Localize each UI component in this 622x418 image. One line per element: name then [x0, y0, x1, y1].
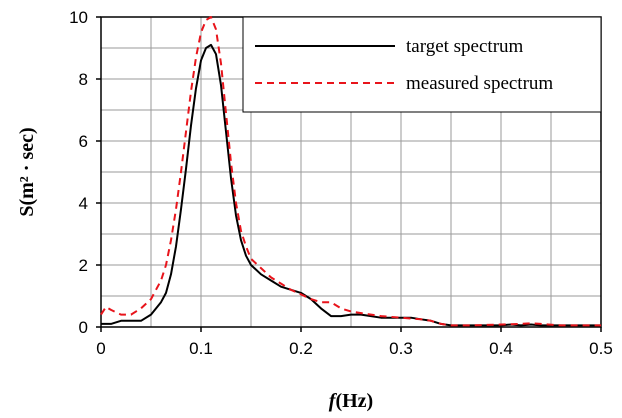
legend: target spectrum measured spectrum: [242, 16, 602, 113]
y-axis-title: S(m² · sec): [16, 127, 38, 216]
x-tick-label: 0.2: [289, 339, 313, 358]
x-tick-label: 0.1: [189, 339, 213, 358]
series-lines: [100, 16, 601, 327]
legend-label-target: target spectrum: [406, 36, 524, 57]
y-tick-label: 8: [79, 70, 88, 89]
series-line-target: [101, 43, 601, 327]
x-tick-label: 0.4: [489, 339, 513, 358]
y-tick-label: 0: [79, 318, 88, 337]
y-tick-label: 2: [79, 256, 88, 275]
x-axis-title: f(Hz): [329, 390, 373, 412]
y-tick-label: 4: [79, 194, 88, 213]
axis-ticks: 0 0.1 0.2 0.3 0.4 0.5 0 2 4 6 8 10: [69, 8, 613, 358]
x-tick-label: 0.3: [389, 339, 413, 358]
x-axis-title-unit: (Hz): [335, 390, 373, 412]
y-tick-label: 6: [79, 132, 88, 151]
y-tick-label: 10: [69, 8, 88, 27]
x-tick-label: 0.5: [589, 339, 613, 358]
legend-label-measured: measured spectrum: [406, 73, 553, 94]
x-tick-label: 0: [96, 339, 105, 358]
x-axis-title-italic: f: [329, 390, 338, 412]
legend-box: [242, 16, 602, 113]
